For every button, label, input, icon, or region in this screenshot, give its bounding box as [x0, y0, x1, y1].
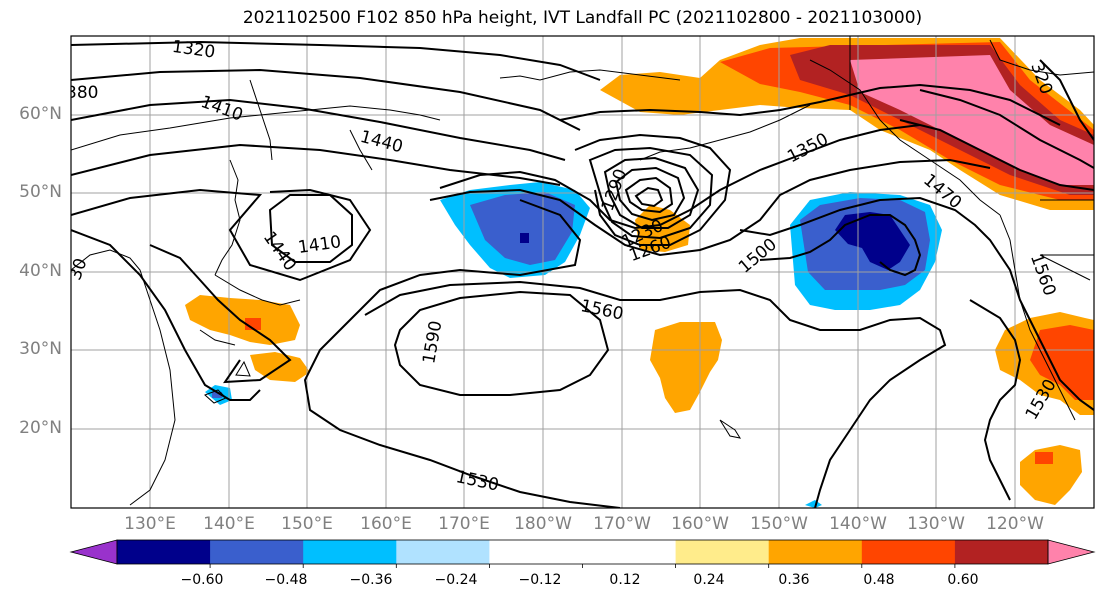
colorbar-segment — [954, 540, 1049, 564]
contour-label-380: 380 — [66, 83, 98, 103]
lon-label-140e: 140°E — [203, 514, 255, 534]
lon-label-120w: 120°W — [986, 514, 1044, 534]
colorbar-tick-label: −0.60 — [180, 572, 224, 588]
lat-label-60n: 60°N — [19, 104, 62, 124]
lon-label-130w: 130°W — [907, 514, 965, 534]
map-frame — [70, 35, 1095, 509]
lon-label-170w: 170°W — [593, 514, 651, 534]
lon-label-170e: 170°E — [438, 514, 490, 534]
colorbar-segment — [303, 540, 397, 564]
lon-label-140w: 140°W — [829, 514, 887, 534]
colorbar-tick-label: 0.48 — [863, 572, 895, 588]
coastlines — [71, 36, 1094, 506]
lat-label-20n: 20°N — [19, 418, 62, 438]
colorbar-segment — [675, 540, 770, 564]
colorbar-segment — [861, 540, 956, 564]
colorbar-tick-label: 0.36 — [778, 572, 810, 588]
lon-label-150e: 150°E — [281, 514, 333, 534]
lon-label-130e: 130°E — [124, 514, 176, 534]
colorbar-tick-label: 0.60 — [947, 572, 979, 588]
colorbar-segment — [210, 540, 304, 564]
colorbar — [69, 539, 1096, 568]
lat-label-50n: 50°N — [19, 182, 62, 202]
colorbar-tick-label: 0.12 — [609, 572, 641, 588]
colorbar-tick-label: 0.24 — [693, 572, 725, 588]
colorbar-tick-label: −0.48 — [264, 572, 308, 588]
lon-label-150w: 150°W — [750, 514, 808, 534]
colorbar-extend-left — [69, 539, 118, 565]
colorbar-segment — [117, 540, 211, 564]
height-contours — [71, 40, 1094, 508]
colorbar-extend-right — [1047, 539, 1096, 565]
colorbar-tick-label: −0.36 — [349, 572, 393, 588]
map-title: 2021102500 F102 850 hPa height, IVT Land… — [242, 8, 923, 28]
colorbar-tick-label: −0.24 — [434, 572, 478, 588]
lat-label-40n: 40°N — [19, 261, 62, 281]
lon-label-180w: 180°W — [514, 514, 572, 534]
lat-label-30n: 30°N — [19, 339, 62, 359]
colorbar-segment — [582, 540, 677, 564]
lon-label-160e: 160°E — [360, 514, 412, 534]
colorbar-segment — [489, 540, 583, 564]
colorbar-segment — [768, 540, 863, 564]
map-plot-area: 1320 380 1410 1440 1410 1440 1350 1470 1… — [65, 36, 1094, 508]
contour-label-30-west: 30 — [65, 256, 91, 283]
lon-label-160w: 160°W — [671, 514, 729, 534]
colorbar-tick-label: −0.12 — [518, 572, 562, 588]
colorbar-segment — [396, 540, 490, 564]
